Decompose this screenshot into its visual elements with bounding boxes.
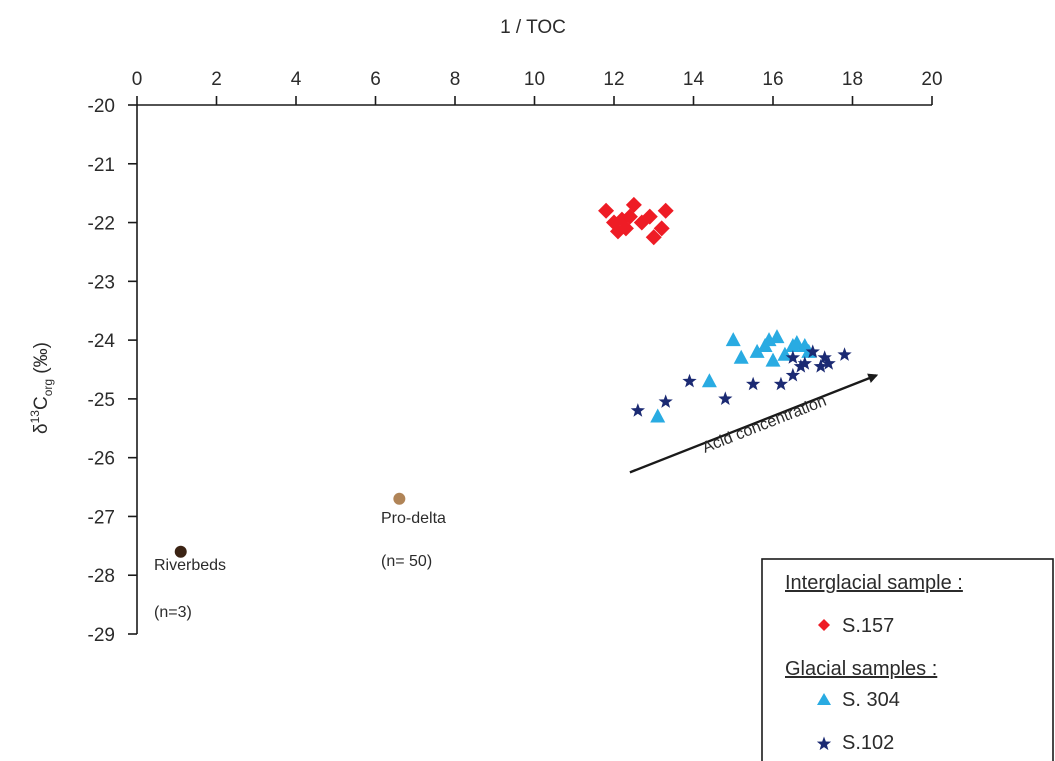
y-tick-label: -23 [88,272,115,293]
riverbeds-point [174,545,187,558]
s157-point [645,229,662,246]
s102-point [813,359,828,373]
s102-point [805,344,820,358]
y-title-sub: org [41,379,55,396]
y-title-suffix: (‰) [31,342,52,379]
x-tick-label: 6 [370,69,381,90]
s157-point [657,202,674,219]
s304-point [769,329,785,344]
acid-concentration-arrow [629,373,879,474]
riverbeds-n-label: (n=3) [154,604,192,621]
x-tick-label: 16 [762,69,783,90]
y-tick-label: -27 [88,507,115,528]
y-title-prefix: δ [31,423,52,434]
s157-point [625,196,642,213]
y-tick-label: -21 [88,155,115,176]
y-tick-label: -26 [88,449,115,470]
s102-point [817,350,832,364]
legend-item-s304: S. 304 [842,689,900,711]
s304-point [650,408,666,423]
s304-point [733,349,749,364]
s102-point [797,356,812,370]
s304-point [725,332,741,347]
s157-point [653,220,670,237]
y-tick-label: -24 [88,331,116,352]
s304-point [701,373,717,388]
legend-title-interglacial: Interglacial sample : [785,572,963,594]
s102-point [745,376,761,391]
legend-star-icon [816,736,832,751]
s102-point [793,359,808,373]
y-tick-label: -29 [88,625,115,646]
s102-point [773,376,789,391]
x-tick-label: 12 [603,69,624,90]
s157-point [641,208,658,225]
y-tick-label: -25 [88,390,115,411]
prodelta-point [393,492,406,505]
legend-title-glacial: Glacial samples : [785,658,937,680]
s304-point [765,352,781,367]
data-points [174,196,852,558]
x-tick-label: 2 [211,69,222,90]
s102-point [718,391,733,405]
x-tick-label: 14 [683,69,705,90]
x-tick-label: 18 [842,69,863,90]
y-tick-label: -22 [88,214,115,235]
legend-box [761,558,1054,761]
y-tick-label: -20 [88,96,115,117]
legend-item-s157: S.157 [842,615,894,637]
legend-triangle-icon [817,693,831,705]
x-axis: 0 2 4 6 8 10 12 14 16 18 20 [132,69,943,106]
y-title-main: C [31,396,52,410]
x-tick-label: 8 [450,69,461,90]
x-tick-label: 20 [921,69,942,90]
s157-point [598,202,615,219]
s102-point [630,403,645,417]
y-axis: -20 -21 -22 -23 -24 -25 -26 -27 -28 -29 [88,96,138,646]
y-axis-title: δ13Corg (‰) [28,342,55,434]
x-tick-label: 0 [132,69,143,90]
s304-point [749,343,765,358]
prodelta-n-label: (n= 50) [381,553,432,570]
s102-point [785,350,801,364]
legend-item-s102: S.102 [842,732,894,754]
s102-point [785,367,801,382]
x-axis-title: 1 / TOC [500,17,566,38]
acid-concentration-label: Acid concentration [700,393,829,457]
s102-point [658,394,673,408]
s304-point [789,335,805,350]
legend: Interglacial sample : S.157 Glacial samp… [761,558,1054,761]
legend-diamond-icon [818,619,830,631]
s102-point [837,347,852,361]
s102-point [682,373,697,388]
riverbeds-label: Riverbeds [154,557,226,574]
prodelta-label: Pro-delta [381,510,446,527]
x-tick-label: 10 [524,69,545,90]
y-tick-label: -28 [88,566,115,587]
y-title-sup: 13 [28,410,42,424]
x-tick-label: 4 [291,69,302,90]
s102-point [821,356,836,370]
